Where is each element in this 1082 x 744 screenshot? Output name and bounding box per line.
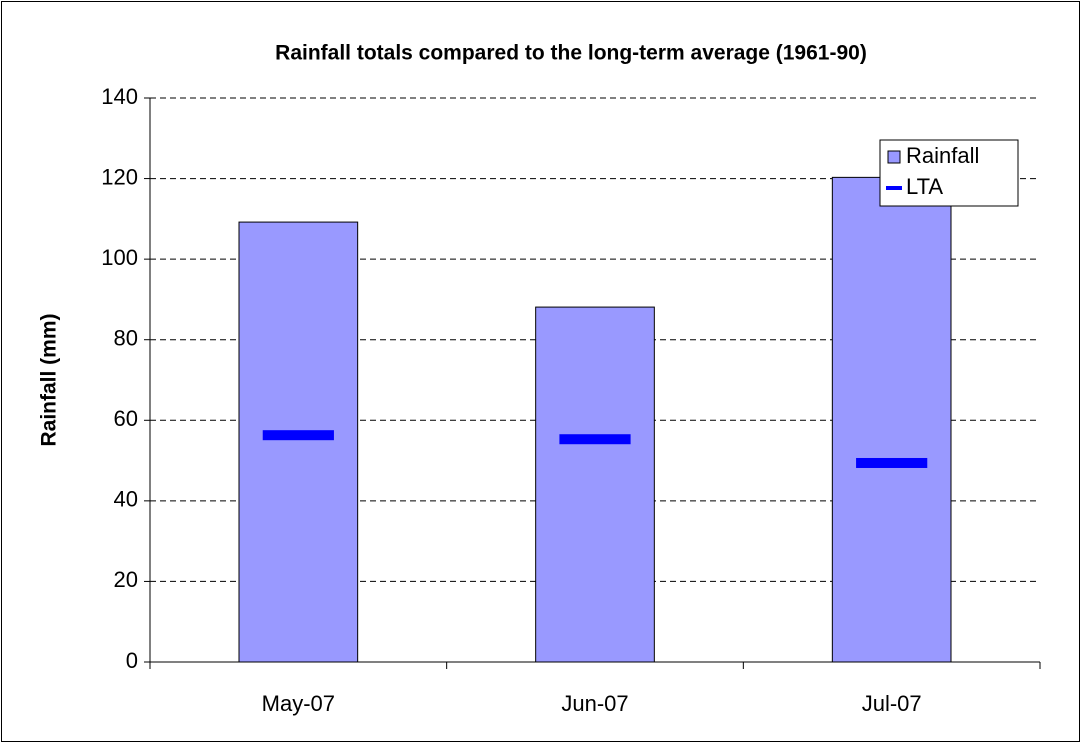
x-tick-label: Jul-07 [862, 691, 922, 716]
legend-swatch [886, 186, 902, 190]
y-tick-label: 0 [126, 648, 138, 673]
x-tick-label: May-07 [262, 691, 335, 716]
y-axis-label: Rainfall (mm) [38, 313, 61, 446]
legend-label: LTA [906, 174, 943, 199]
y-tick-label: 60 [114, 406, 138, 431]
y-tick-label: 80 [114, 326, 138, 351]
lta-marker [262, 430, 334, 441]
legend-box [879, 139, 1019, 207]
y-tick-label: 40 [114, 487, 138, 512]
y-tick-label: 140 [101, 84, 138, 109]
y-tick-label: 120 [101, 164, 138, 189]
lta-marker [559, 434, 631, 445]
bar [535, 306, 655, 663]
chart-title: Rainfall totals compared to the long-ter… [275, 42, 867, 65]
y-tick-label: 20 [114, 567, 138, 592]
bar [831, 176, 952, 663]
legend-swatch [887, 150, 901, 164]
y-tick-label: 100 [101, 245, 138, 270]
lta-marker [856, 457, 928, 468]
bar [238, 221, 359, 663]
x-tick-label: Jun-07 [561, 691, 628, 716]
legend-label: Rainfall [906, 143, 979, 168]
